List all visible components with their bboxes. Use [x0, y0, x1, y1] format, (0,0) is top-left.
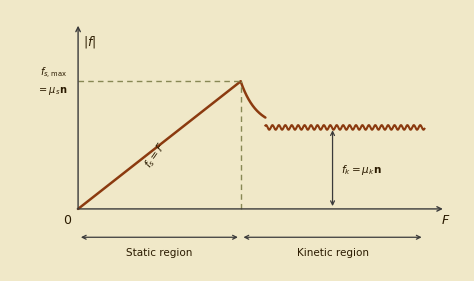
Text: $0$: $0$ [63, 214, 72, 227]
Text: $f_k = \mu_k \mathbf{n}$: $f_k = \mu_k \mathbf{n}$ [341, 163, 382, 177]
Text: Static region: Static region [126, 248, 192, 258]
Text: $|f|$: $|f|$ [83, 33, 97, 49]
Text: Kinetic region: Kinetic region [297, 248, 369, 258]
Text: $F$: $F$ [441, 214, 450, 227]
Text: $f_{s,\mathrm{max}}$
$= \mu_s \mathbf{n}$: $f_{s,\mathrm{max}}$ $= \mu_s \mathbf{n}… [37, 66, 67, 97]
Text: $f_s = F$: $f_s = F$ [142, 140, 170, 171]
